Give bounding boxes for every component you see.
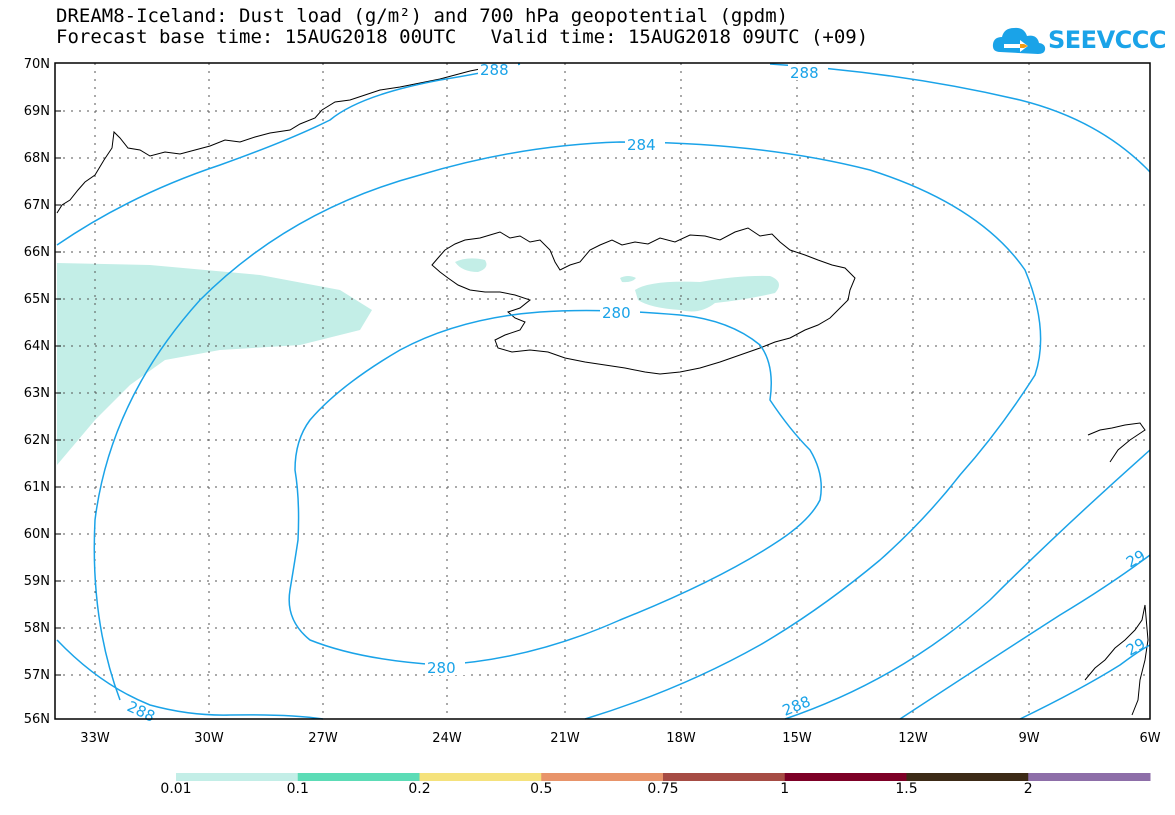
- colorbar-label: 1.5: [895, 781, 918, 797]
- lon-label: 12W: [898, 731, 928, 746]
- colorbar-label: 0.1: [286, 781, 309, 797]
- gridlines: [55, 63, 1150, 719]
- contour-label: 288: [124, 697, 158, 725]
- lat-label: 56N: [24, 712, 50, 727]
- seevccc-logo: SEEVCCC: [990, 22, 1167, 60]
- contour-292: [899, 554, 1151, 720]
- dust-area-west: [57, 263, 372, 465]
- contour-288-southeast: [784, 449, 1151, 720]
- lon-label: 24W: [432, 731, 462, 746]
- contour-label: 288: [790, 64, 819, 82]
- contour-labels: 288 288 284 280 280 288 288 29 29: [124, 61, 1149, 726]
- contour-label: 288: [480, 61, 509, 79]
- lat-label: 68N: [24, 151, 50, 166]
- lon-label: 9W: [1018, 731, 1039, 746]
- contour-288-north: [56, 63, 521, 246]
- dust-load-areas: [57, 258, 779, 465]
- colorbar-swatch: [663, 773, 786, 781]
- lat-label: 62N: [24, 433, 50, 448]
- colorbar-label: 0.2: [408, 781, 431, 797]
- lat-label: 70N: [24, 57, 50, 72]
- lat-label: 60N: [24, 527, 50, 542]
- lat-label: 58N: [24, 621, 50, 636]
- dust-area-iceland-small: [620, 276, 636, 283]
- geopotential-contours: [56, 63, 1151, 720]
- colorbar-swatch: [906, 773, 1029, 781]
- contour-label: 280: [427, 659, 456, 677]
- faroe-shetland-coast: [1087, 422, 1146, 463]
- colorbar-label: 0.75: [647, 781, 679, 797]
- lon-label: 21W: [550, 731, 580, 746]
- colorbar-label: 2: [1023, 781, 1033, 797]
- contour-288-southwest: [56, 639, 324, 720]
- contour-288-northeast: [769, 63, 1151, 173]
- lat-label: 66N: [24, 245, 50, 260]
- longitude-axis: 33W 30W 27W 24W 21W 18W 15W 12W 9W 6W: [80, 731, 1160, 746]
- logo-text: SEEVCCC: [1048, 26, 1167, 54]
- lon-label: 15W: [782, 731, 812, 746]
- contour-label: 29: [1123, 546, 1149, 571]
- iceland-coast: [431, 227, 856, 375]
- lat-label: 64N: [24, 339, 50, 354]
- colorbar-swatch: [541, 773, 664, 781]
- colorbar-swatch: [297, 773, 420, 781]
- coastlines: [56, 63, 1149, 716]
- lon-label: 33W: [80, 731, 110, 746]
- contour-284: [93, 141, 1042, 720]
- colorbar-swatch: [176, 773, 299, 781]
- lat-label: 65N: [24, 292, 50, 307]
- colorbar-label: 0.01: [160, 781, 192, 797]
- lon-label: 6W: [1139, 731, 1160, 746]
- lon-label: 27W: [308, 731, 338, 746]
- lat-label: 67N: [24, 198, 50, 213]
- dust-area-iceland-east: [635, 275, 779, 312]
- map-title: DREAM8-Iceland: Dust load (g/m²) and 700…: [56, 5, 789, 27]
- contour-label: 284: [627, 136, 656, 154]
- dust-area-westfjords: [455, 258, 487, 272]
- lat-label: 63N: [24, 386, 50, 401]
- colorbar-swatch: [784, 773, 907, 781]
- lat-label: 57N: [24, 668, 50, 683]
- contour-label: 288: [780, 692, 813, 719]
- contour-280: [288, 309, 822, 666]
- greenland-coast: [56, 63, 521, 214]
- colorbar: [176, 773, 1151, 781]
- lat-label: 69N: [24, 104, 50, 119]
- contour-label: 280: [602, 304, 631, 322]
- cloud-icon: [992, 27, 1046, 54]
- lat-label: 61N: [24, 480, 50, 495]
- lon-label: 18W: [666, 731, 696, 746]
- map-subtitle: Forecast base time: 15AUG2018 00UTC Vali…: [56, 26, 869, 48]
- contour-296: [1019, 644, 1151, 720]
- latitude-axis: 70N 69N 68N 67N 66N 65N 64N 63N 62N 61N …: [24, 57, 61, 727]
- colorbar-label: 1: [780, 781, 790, 797]
- colorbar-swatch: [1028, 773, 1151, 781]
- colorbar-label: 0.5: [530, 781, 553, 797]
- scotland-coast: [1084, 604, 1149, 716]
- lon-label: 30W: [194, 731, 224, 746]
- map-frame: [54, 62, 1151, 720]
- colorbar-swatch: [419, 773, 542, 781]
- lat-label: 59N: [24, 574, 50, 589]
